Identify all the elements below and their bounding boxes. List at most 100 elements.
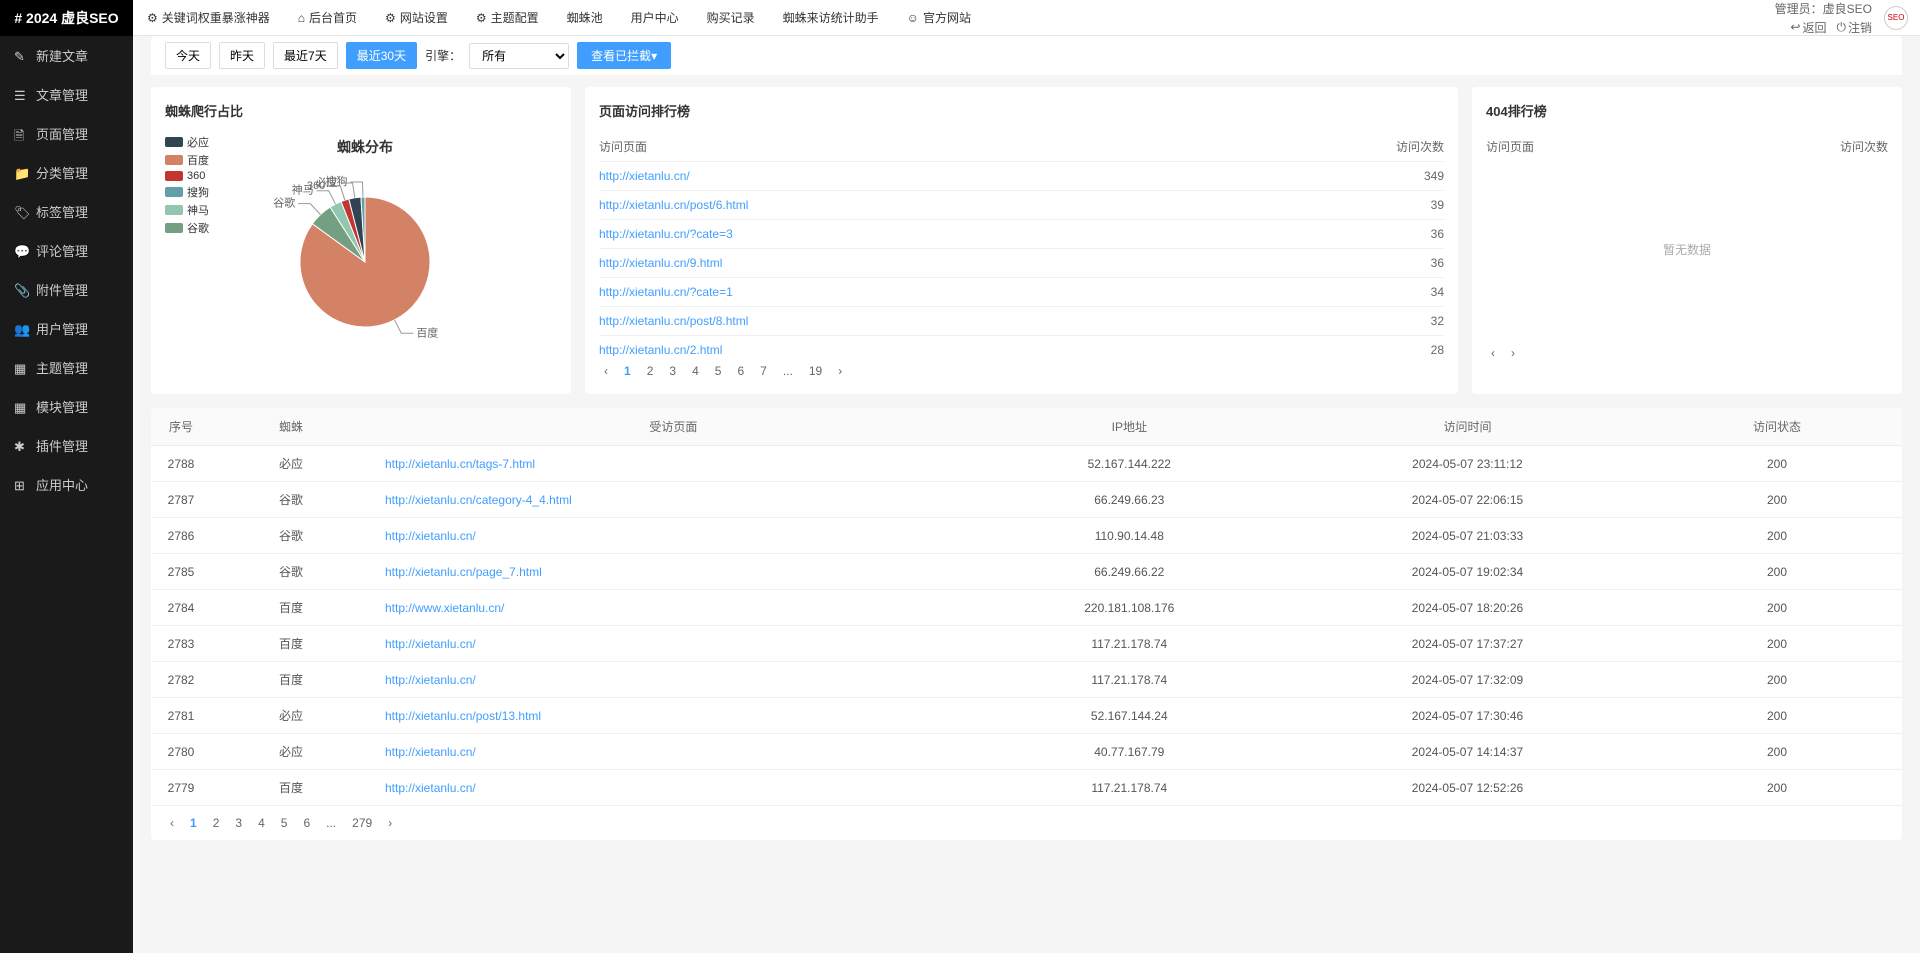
pager-page[interactable]: 3 bbox=[664, 362, 681, 380]
filter-last7[interactable]: 最近7天 bbox=[273, 42, 338, 69]
sidebar-item-2[interactable]: 🗎页面管理 bbox=[0, 114, 133, 153]
rank-url[interactable]: http://xietanlu.cn/?cate=3 bbox=[599, 227, 1384, 241]
table-cell[interactable]: http://xietanlu.cn/post/13.html bbox=[371, 698, 976, 734]
topnav-item-2[interactable]: ⚙网站设置 bbox=[371, 0, 462, 35]
sidebar-item-7[interactable]: 👥用户管理 bbox=[0, 309, 133, 348]
topnav-label: 蜘蛛来访统计助手 bbox=[783, 9, 879, 26]
pager-page[interactable]: 19 bbox=[804, 362, 827, 380]
pager-page[interactable]: 6 bbox=[732, 362, 749, 380]
table-cell: 2779 bbox=[151, 770, 211, 806]
sidebar-item-1[interactable]: ☰文章管理 bbox=[0, 75, 133, 114]
table-cell: 117.21.178.74 bbox=[976, 770, 1283, 806]
pager-page[interactable]: 5 bbox=[276, 814, 293, 832]
sidebar-item-10[interactable]: ✱插件管理 bbox=[0, 426, 133, 465]
svg-text:搜狗: 搜狗 bbox=[325, 174, 347, 188]
topnav-item-7[interactable]: 蜘蛛来访统计助手 bbox=[769, 0, 893, 35]
topbar: # 2024 虚良SEO ⚙关键词权重暴涨神器⌂后台首页⚙网站设置⚙主题配置蜘蛛… bbox=[0, 0, 1920, 36]
table-cell[interactable]: http://xietanlu.cn/category-4_4.html bbox=[371, 482, 976, 518]
legend-label: 谷歌 bbox=[187, 220, 209, 236]
rank-body[interactable]: http://xietanlu.cn/349http://xietanlu.cn… bbox=[599, 161, 1444, 356]
legend-swatch bbox=[165, 171, 183, 181]
visit-log-table: 序号蜘蛛受访页面IP地址访问时间访问状态 2788必应http://xietan… bbox=[151, 408, 1902, 840]
rank-url[interactable]: http://xietanlu.cn/2.html bbox=[599, 343, 1384, 356]
table-cell: 谷歌 bbox=[211, 554, 371, 590]
table-cell[interactable]: http://xietanlu.cn/page_7.html bbox=[371, 554, 976, 590]
svg-text:蜘蛛分布: 蜘蛛分布 bbox=[337, 139, 393, 155]
table-cell: 2024-05-07 18:20:26 bbox=[1283, 590, 1652, 626]
filter-last30[interactable]: 最近30天 bbox=[346, 42, 417, 69]
table-cell[interactable]: http://xietanlu.cn/ bbox=[371, 626, 976, 662]
rank-row: http://xietanlu.cn/?cate=336 bbox=[599, 219, 1444, 248]
pager-page[interactable]: 5 bbox=[710, 362, 727, 380]
top-right: 管理员：虚良SEO ↩ 返回 ⏻ 注销 SEO bbox=[1775, 0, 1920, 36]
sidebar-icon: 📎 bbox=[14, 283, 28, 297]
pager-next[interactable]: › bbox=[833, 362, 847, 380]
filter-yesterday[interactable]: 昨天 bbox=[219, 42, 265, 69]
sidebar-item-4[interactable]: 🏷标签管理 bbox=[0, 192, 133, 231]
table-cell[interactable]: http://xietanlu.cn/tags-7.html bbox=[371, 446, 976, 482]
topnav-label: 购买记录 bbox=[707, 9, 755, 26]
sidebar-icon: ▦ bbox=[14, 361, 28, 375]
sidebar-item-0[interactable]: ✎新建文章 bbox=[0, 36, 133, 75]
table-cell[interactable]: http://www.xietanlu.cn/ bbox=[371, 590, 976, 626]
sidebar-item-6[interactable]: 📎附件管理 bbox=[0, 270, 133, 309]
pager-page[interactable]: 7 bbox=[755, 362, 772, 380]
table-cell[interactable]: http://xietanlu.cn/ bbox=[371, 518, 976, 554]
table-row: 2784百度http://www.xietanlu.cn/220.181.108… bbox=[151, 590, 1902, 626]
legend-swatch bbox=[165, 137, 183, 147]
gear-icon: ⚙ bbox=[385, 11, 396, 25]
export-button[interactable]: 查看已拦截▾ bbox=[577, 42, 671, 69]
pager-next[interactable]: › bbox=[383, 814, 397, 832]
logout-link[interactable]: ⏻ 注销 bbox=[1836, 19, 1872, 36]
avatar[interactable]: SEO bbox=[1884, 6, 1908, 30]
table-cell[interactable]: http://xietanlu.cn/ bbox=[371, 662, 976, 698]
legend-item: 神马 bbox=[165, 202, 209, 218]
rank-url[interactable]: http://xietanlu.cn/?cate=1 bbox=[599, 285, 1384, 299]
pager-page[interactable]: 2 bbox=[642, 362, 659, 380]
pager-prev[interactable]: ‹ bbox=[165, 814, 179, 832]
rank-url[interactable]: http://xietanlu.cn/ bbox=[599, 169, 1384, 183]
pager-page[interactable]: 4 bbox=[687, 362, 704, 380]
sidebar-item-9[interactable]: ▦模块管理 bbox=[0, 387, 133, 426]
legend-label: 百度 bbox=[187, 152, 209, 168]
pager-page[interactable]: ... bbox=[321, 814, 341, 832]
gear-icon: ⚙ bbox=[147, 11, 158, 25]
rank-row: http://xietanlu.cn/?cate=134 bbox=[599, 277, 1444, 306]
table-cell: 200 bbox=[1652, 662, 1902, 698]
table-header: 访问状态 bbox=[1652, 408, 1902, 446]
table-cell[interactable]: http://xietanlu.cn/ bbox=[371, 770, 976, 806]
rank-url[interactable]: http://xietanlu.cn/post/6.html bbox=[599, 198, 1384, 212]
pager-page[interactable]: 1 bbox=[619, 362, 636, 380]
sidebar-item-5[interactable]: 💬评论管理 bbox=[0, 231, 133, 270]
pager-page[interactable]: 2 bbox=[208, 814, 225, 832]
topnav-item-4[interactable]: 蜘蛛池 bbox=[553, 0, 617, 35]
pager-page[interactable]: 6 bbox=[298, 814, 315, 832]
pager-page[interactable]: 4 bbox=[253, 814, 270, 832]
sidebar-item-3[interactable]: 📁分类管理 bbox=[0, 153, 133, 192]
gear-icon: ⚙ bbox=[476, 11, 487, 25]
topnav-item-1[interactable]: ⌂后台首页 bbox=[284, 0, 371, 35]
filter-today[interactable]: 今天 bbox=[165, 42, 211, 69]
topnav-item-6[interactable]: 购买记录 bbox=[693, 0, 769, 35]
rank-col-page: 访问页面 bbox=[599, 138, 1384, 155]
pager-next[interactable]: › bbox=[1506, 344, 1520, 362]
pager-prev[interactable]: ‹ bbox=[1486, 344, 1500, 362]
rank-url[interactable]: http://xietanlu.cn/9.html bbox=[599, 256, 1384, 270]
rank-url[interactable]: http://xietanlu.cn/post/8.html bbox=[599, 314, 1384, 328]
pager-page[interactable]: 1 bbox=[185, 814, 202, 832]
table-cell: 2024-05-07 17:32:09 bbox=[1283, 662, 1652, 698]
rank404-title: 404排行榜 bbox=[1486, 101, 1888, 120]
engine-select[interactable]: 所有 bbox=[469, 43, 569, 69]
pager-page[interactable]: 3 bbox=[230, 814, 247, 832]
table-cell[interactable]: http://xietanlu.cn/ bbox=[371, 734, 976, 770]
sidebar-item-11[interactable]: ⊞应用中心 bbox=[0, 465, 133, 504]
pager-page[interactable]: 279 bbox=[347, 814, 377, 832]
topnav-item-8[interactable]: ☺官方网站 bbox=[893, 0, 985, 35]
pager-page[interactable]: ... bbox=[778, 362, 798, 380]
sidebar-item-8[interactable]: ▦主题管理 bbox=[0, 348, 133, 387]
topnav-item-0[interactable]: ⚙关键词权重暴涨神器 bbox=[133, 0, 284, 35]
topnav-item-5[interactable]: 用户中心 bbox=[617, 0, 693, 35]
topnav-item-3[interactable]: ⚙主题配置 bbox=[462, 0, 553, 35]
pager-prev[interactable]: ‹ bbox=[599, 362, 613, 380]
back-link[interactable]: ↩ 返回 bbox=[1790, 19, 1826, 36]
